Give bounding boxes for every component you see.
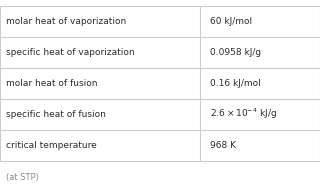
Text: $2.6\times10^{-4}$ kJ/g: $2.6\times10^{-4}$ kJ/g <box>210 107 277 121</box>
Text: 968 K: 968 K <box>210 141 236 150</box>
Text: 60 kJ/mol: 60 kJ/mol <box>210 17 252 26</box>
Text: specific heat of vaporization: specific heat of vaporization <box>6 48 135 57</box>
Text: critical temperature: critical temperature <box>6 141 97 150</box>
Text: specific heat of fusion: specific heat of fusion <box>6 110 106 119</box>
Text: molar heat of vaporization: molar heat of vaporization <box>6 17 127 26</box>
Text: 0.0958 kJ/g: 0.0958 kJ/g <box>210 48 261 57</box>
Text: (at STP): (at STP) <box>6 173 39 182</box>
Text: molar heat of fusion: molar heat of fusion <box>6 79 98 88</box>
Text: 0.16 kJ/mol: 0.16 kJ/mol <box>210 79 260 88</box>
